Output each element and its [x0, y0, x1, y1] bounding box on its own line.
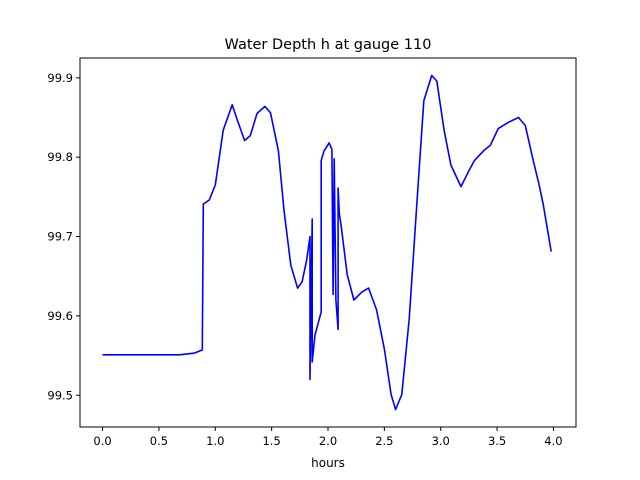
y-tick-label: 99.8 [47, 150, 73, 164]
x-tick-label: 2.0 [319, 434, 337, 448]
y-tick-label: 99.6 [47, 309, 73, 323]
x-tick-label: 0.5 [150, 434, 168, 448]
y-tick-label: 99.9 [47, 71, 73, 85]
x-tick-label: 0.0 [93, 434, 111, 448]
x-tick-label: 4.0 [544, 434, 562, 448]
y-tick-label: 99.7 [47, 230, 73, 244]
x-tick-label: 1.0 [206, 434, 224, 448]
x-tick-label: 2.5 [375, 434, 393, 448]
x-axis-label: hours [311, 456, 345, 470]
chart-title: Water Depth h at gauge 110 [225, 37, 432, 53]
x-tick-label: 3.0 [432, 434, 450, 448]
x-tick-label: 1.5 [262, 434, 280, 448]
y-tick-label: 99.5 [47, 388, 73, 402]
series-line-h [102, 74, 552, 411]
x-tick-label: 3.5 [488, 434, 506, 448]
